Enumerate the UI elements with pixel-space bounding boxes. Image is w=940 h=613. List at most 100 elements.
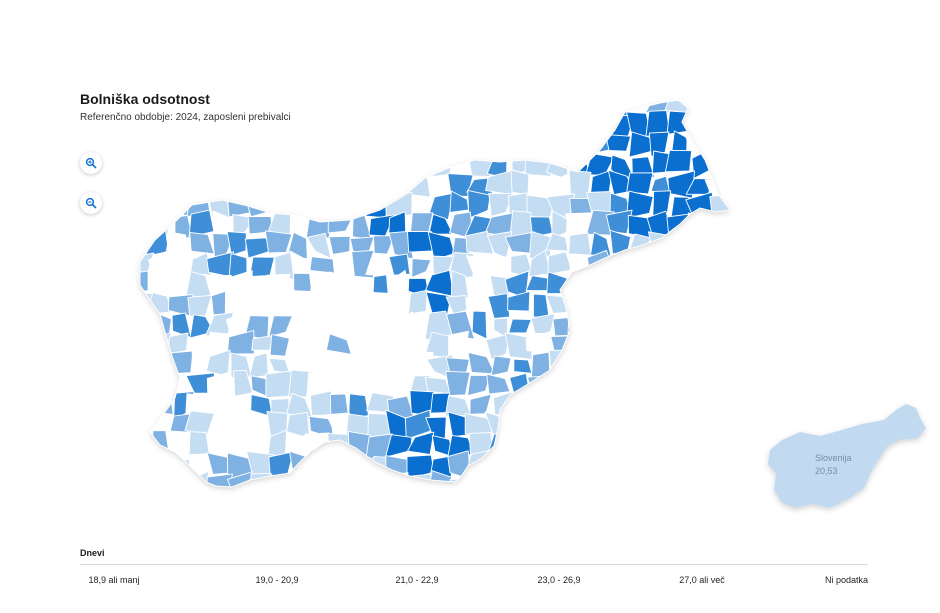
municipality-region[interactable] <box>709 390 734 419</box>
municipality-region[interactable] <box>732 150 750 178</box>
municipality-region[interactable] <box>546 414 573 436</box>
municipality-region[interactable] <box>309 256 335 274</box>
municipality-region[interactable] <box>524 430 555 459</box>
municipality-region[interactable] <box>591 333 608 356</box>
municipality-region[interactable] <box>485 333 512 360</box>
municipality-region[interactable] <box>526 194 556 219</box>
municipality-region[interactable] <box>624 351 656 375</box>
municipality-region[interactable] <box>531 351 551 378</box>
municipality-region[interactable] <box>325 457 353 479</box>
municipality-region[interactable] <box>166 154 188 177</box>
municipality-region[interactable] <box>687 212 710 237</box>
municipality-region[interactable] <box>125 92 153 118</box>
municipality-region[interactable] <box>547 391 573 419</box>
municipality-region[interactable] <box>649 410 671 440</box>
municipality-region[interactable] <box>247 172 275 199</box>
municipality-region[interactable] <box>389 132 416 156</box>
municipality-region[interactable] <box>306 312 330 339</box>
municipality-region[interactable] <box>647 231 673 256</box>
municipality-region[interactable] <box>648 478 673 497</box>
municipality-region[interactable] <box>708 350 731 381</box>
municipality-region[interactable] <box>544 92 573 118</box>
municipality-region[interactable] <box>726 270 754 301</box>
municipality-region[interactable] <box>627 415 656 439</box>
municipality-region[interactable] <box>726 230 750 259</box>
municipality-region[interactable] <box>388 253 411 276</box>
municipality-region[interactable] <box>571 130 595 155</box>
municipality-region[interactable] <box>468 92 492 118</box>
municipality-region[interactable] <box>669 414 692 440</box>
municipality-region[interactable] <box>689 290 715 319</box>
municipality-region[interactable] <box>226 330 255 355</box>
municipality-region[interactable] <box>548 431 568 453</box>
municipality-region[interactable] <box>130 376 150 397</box>
municipality-region[interactable] <box>224 393 252 413</box>
municipality-region[interactable] <box>687 434 716 458</box>
municipality-region[interactable] <box>427 136 455 159</box>
municipality-region[interactable] <box>127 475 151 498</box>
municipality-region[interactable] <box>486 470 515 497</box>
municipality-region[interactable] <box>704 118 730 141</box>
municipality-region[interactable] <box>508 472 536 498</box>
municipality-region[interactable] <box>346 136 372 160</box>
municipality-region[interactable] <box>687 249 710 279</box>
municipality-region[interactable] <box>708 452 732 480</box>
municipality-region[interactable] <box>326 433 353 459</box>
municipality-region[interactable] <box>330 132 350 159</box>
municipality-region[interactable] <box>669 332 690 359</box>
municipality-region[interactable] <box>204 150 233 173</box>
municipality-region[interactable] <box>226 231 247 256</box>
municipality-region[interactable] <box>585 309 610 334</box>
municipality-region[interactable] <box>552 135 575 158</box>
municipality-region[interactable] <box>344 457 375 473</box>
municipality-region[interactable] <box>526 470 553 500</box>
municipality-region[interactable] <box>271 473 291 492</box>
municipality-region[interactable] <box>431 150 452 177</box>
municipality-region[interactable] <box>633 274 653 294</box>
municipality-region[interactable] <box>309 390 332 416</box>
municipality-region[interactable] <box>367 335 392 357</box>
municipality-region[interactable] <box>685 92 715 121</box>
municipality-region[interactable] <box>228 134 251 160</box>
municipality-region[interactable] <box>605 291 634 318</box>
municipality-region[interactable] <box>344 118 375 136</box>
municipality-region[interactable] <box>465 230 494 255</box>
municipality-region[interactable] <box>467 374 491 397</box>
municipality-region[interactable] <box>626 172 654 195</box>
municipality-region[interactable] <box>265 110 292 137</box>
municipality-region[interactable] <box>148 453 175 479</box>
municipality-region[interactable] <box>268 315 293 338</box>
municipality-region[interactable] <box>510 169 530 195</box>
municipality-region[interactable] <box>128 189 148 215</box>
municipality-region[interactable] <box>185 131 210 157</box>
municipality-region[interactable] <box>684 472 708 499</box>
municipality-region[interactable] <box>604 376 634 396</box>
municipality-region[interactable] <box>187 294 213 317</box>
municipality-region[interactable] <box>288 170 314 199</box>
municipality-region[interactable] <box>332 296 350 313</box>
municipality-region[interactable] <box>651 375 672 398</box>
municipality-region[interactable] <box>392 116 411 139</box>
municipality-region[interactable] <box>264 230 293 254</box>
municipality-region[interactable] <box>384 472 409 498</box>
municipality-region[interactable] <box>709 192 734 216</box>
municipality-region[interactable] <box>611 451 633 479</box>
municipality-region[interactable] <box>669 317 690 338</box>
municipality-region[interactable] <box>687 230 716 258</box>
municipality-region[interactable] <box>529 92 553 116</box>
municipality-region[interactable] <box>451 270 469 299</box>
municipality-region[interactable] <box>185 112 214 140</box>
municipality-region[interactable] <box>625 253 650 276</box>
municipality-region[interactable] <box>629 290 653 320</box>
municipality-region[interactable] <box>585 90 615 112</box>
municipality-region[interactable] <box>692 454 714 481</box>
municipality-region[interactable] <box>724 413 754 435</box>
municipality-region[interactable] <box>610 315 632 336</box>
municipality-region[interactable] <box>389 90 415 113</box>
municipality-region[interactable] <box>690 115 713 140</box>
municipality-region[interactable] <box>549 369 570 393</box>
municipality-region[interactable] <box>646 392 673 417</box>
municipality-region[interactable] <box>431 91 455 120</box>
municipality-region[interactable] <box>570 273 596 293</box>
municipality-region[interactable] <box>605 133 632 152</box>
